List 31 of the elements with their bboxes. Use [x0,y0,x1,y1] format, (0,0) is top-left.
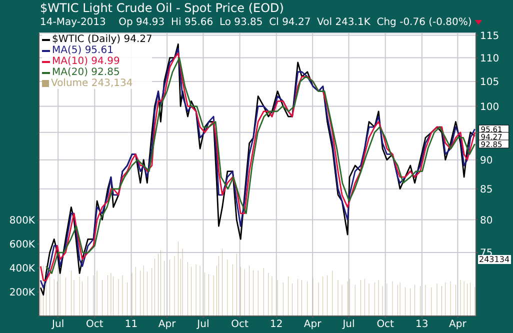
y-tick-label: 90 [480,155,493,166]
y-tick-label: 105 [480,77,500,88]
x-tick-label: 11 [124,319,138,330]
legend-label: $WTIC (Daily) 94.27 [52,34,152,45]
x-tick-label: 12 [270,319,283,330]
chart-subtitle: 14-May-2013 Op 94.93 Hi 95.66 Lo 93.85 Cl 94.27 Vol 243.1K Chg -0.76 (-0.80%) [40,17,472,28]
x-tick-label: Oct [231,319,249,330]
y2-tick-label: 400K [9,264,36,275]
legend-label: MA(20) 92.85 [52,67,120,78]
x-tick-label: Jul [196,319,210,330]
y2-tick-label: 800K [9,216,36,227]
chart-title: $WTIC Light Crude Oil - Spot Price (EOD) [40,1,284,15]
legend-label: MA(10) 94.99 [52,56,120,67]
y-tick-label: 110 [480,53,500,64]
y-tick-label: 115 [480,30,500,42]
x-tick-label: Jul [51,319,64,330]
x-tick-label: Apr [449,319,468,330]
x-tick-label: Oct [86,319,104,330]
y-tick-label: 100 [480,102,500,113]
x-tick-label: Oct [376,319,394,330]
x-tick-label: Apr [158,319,177,330]
y2-tick-label: 600K [9,240,36,251]
y-tick-label: 85 [480,184,493,196]
legend-label: MA(5) 95.61 [52,45,114,56]
x-tick-label: Apr [304,319,322,330]
text: 243134 [478,255,511,264]
x-tick-label: 13 [416,319,428,330]
x-tick-label: Jul [342,319,355,330]
legend-label: Volume 243,134 [51,78,133,89]
y2-tick-label: 200K [9,288,36,299]
y-tick-label: 80 [480,215,493,226]
